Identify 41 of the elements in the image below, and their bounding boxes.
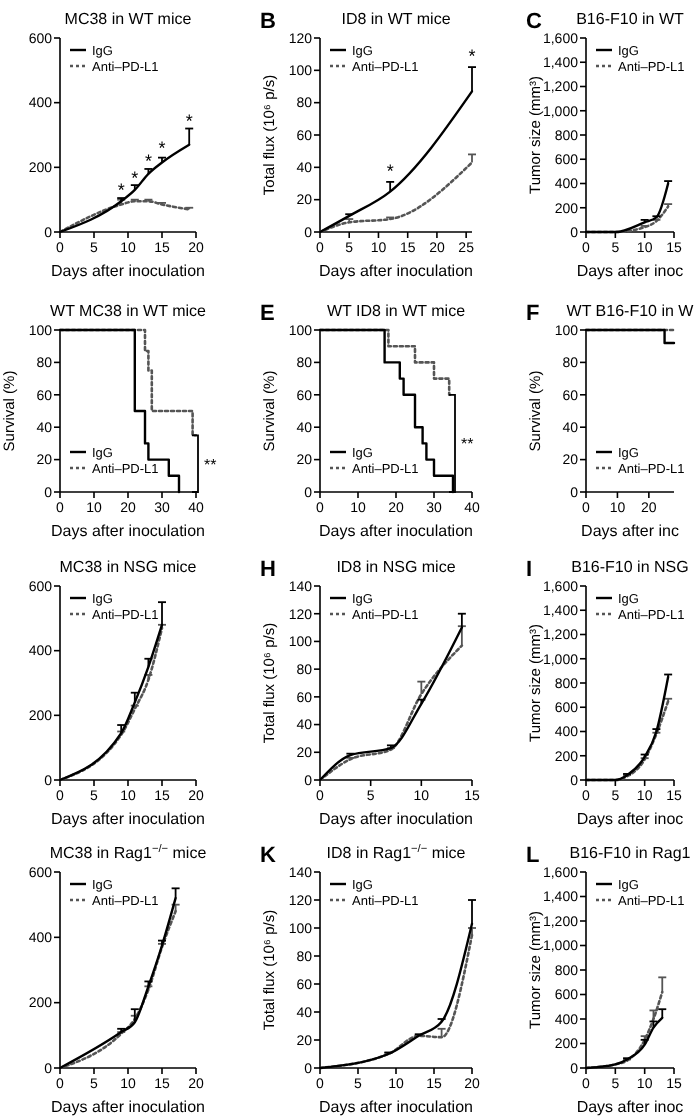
- x-axis-title: Days after inoculation: [319, 522, 473, 540]
- chart-title: ID8 in WT mice: [341, 10, 452, 28]
- text: H: [260, 558, 276, 582]
- x-axis-title: Days after inoculation: [51, 262, 205, 280]
- x-axis-title: Days after inoculation: [51, 810, 205, 828]
- chart-title: MC38 in Rag1$^{−/−}$ mice: [49, 842, 208, 862]
- chart-title: MC38 in WT mice: [64, 10, 193, 28]
- annotation: *: [158, 138, 167, 159]
- annotation: *: [144, 151, 153, 172]
- annotation: *: [131, 167, 140, 188]
- text: I: [526, 558, 533, 582]
- text: C: [526, 10, 542, 34]
- x-axis-title: Days after inoculation: [319, 1098, 473, 1116]
- text: E: [260, 302, 275, 326]
- text: K: [260, 844, 276, 868]
- x-axis-title: Days after inoc: [576, 1098, 684, 1116]
- x-axis-title: Days after inoculation: [319, 810, 473, 828]
- chart-title: ID8 in Rag1$^{−/−}$ mice: [326, 842, 467, 862]
- x-axis-title: Days after inoculation: [51, 522, 205, 540]
- annotation: **: [461, 435, 474, 454]
- chart-title: WT MC38 in WT mice: [50, 302, 208, 320]
- chart-title: MC38 in NSG mice: [59, 558, 198, 576]
- chart-title: B16-F10 in Rag1: [569, 844, 692, 862]
- x-axis-title: Days after inoc: [576, 810, 684, 828]
- x-axis-title: Days after inoc: [576, 262, 684, 280]
- chart-title: B16-F10 in WT: [576, 10, 685, 28]
- text: F: [526, 302, 540, 326]
- annotation: *: [468, 46, 477, 67]
- chart-title: WT B16-F10 in W: [566, 302, 695, 320]
- annotation: *: [185, 110, 194, 131]
- chart-title: ID8 in NSG mice: [336, 558, 457, 576]
- chart-title: WT ID8 in WT mice: [326, 302, 467, 320]
- text: L: [526, 844, 540, 868]
- x-axis-title: Days after inc: [581, 522, 679, 540]
- x-axis-title: Days after inoculation: [51, 1098, 205, 1116]
- annotation: *: [386, 161, 395, 182]
- text: **: [204, 455, 217, 474]
- x-axis-title: Days after inoculation: [319, 262, 473, 280]
- annotation: *: [117, 180, 126, 201]
- chart-title: B16-F10 in NSG: [571, 558, 689, 576]
- text: B: [260, 10, 276, 34]
